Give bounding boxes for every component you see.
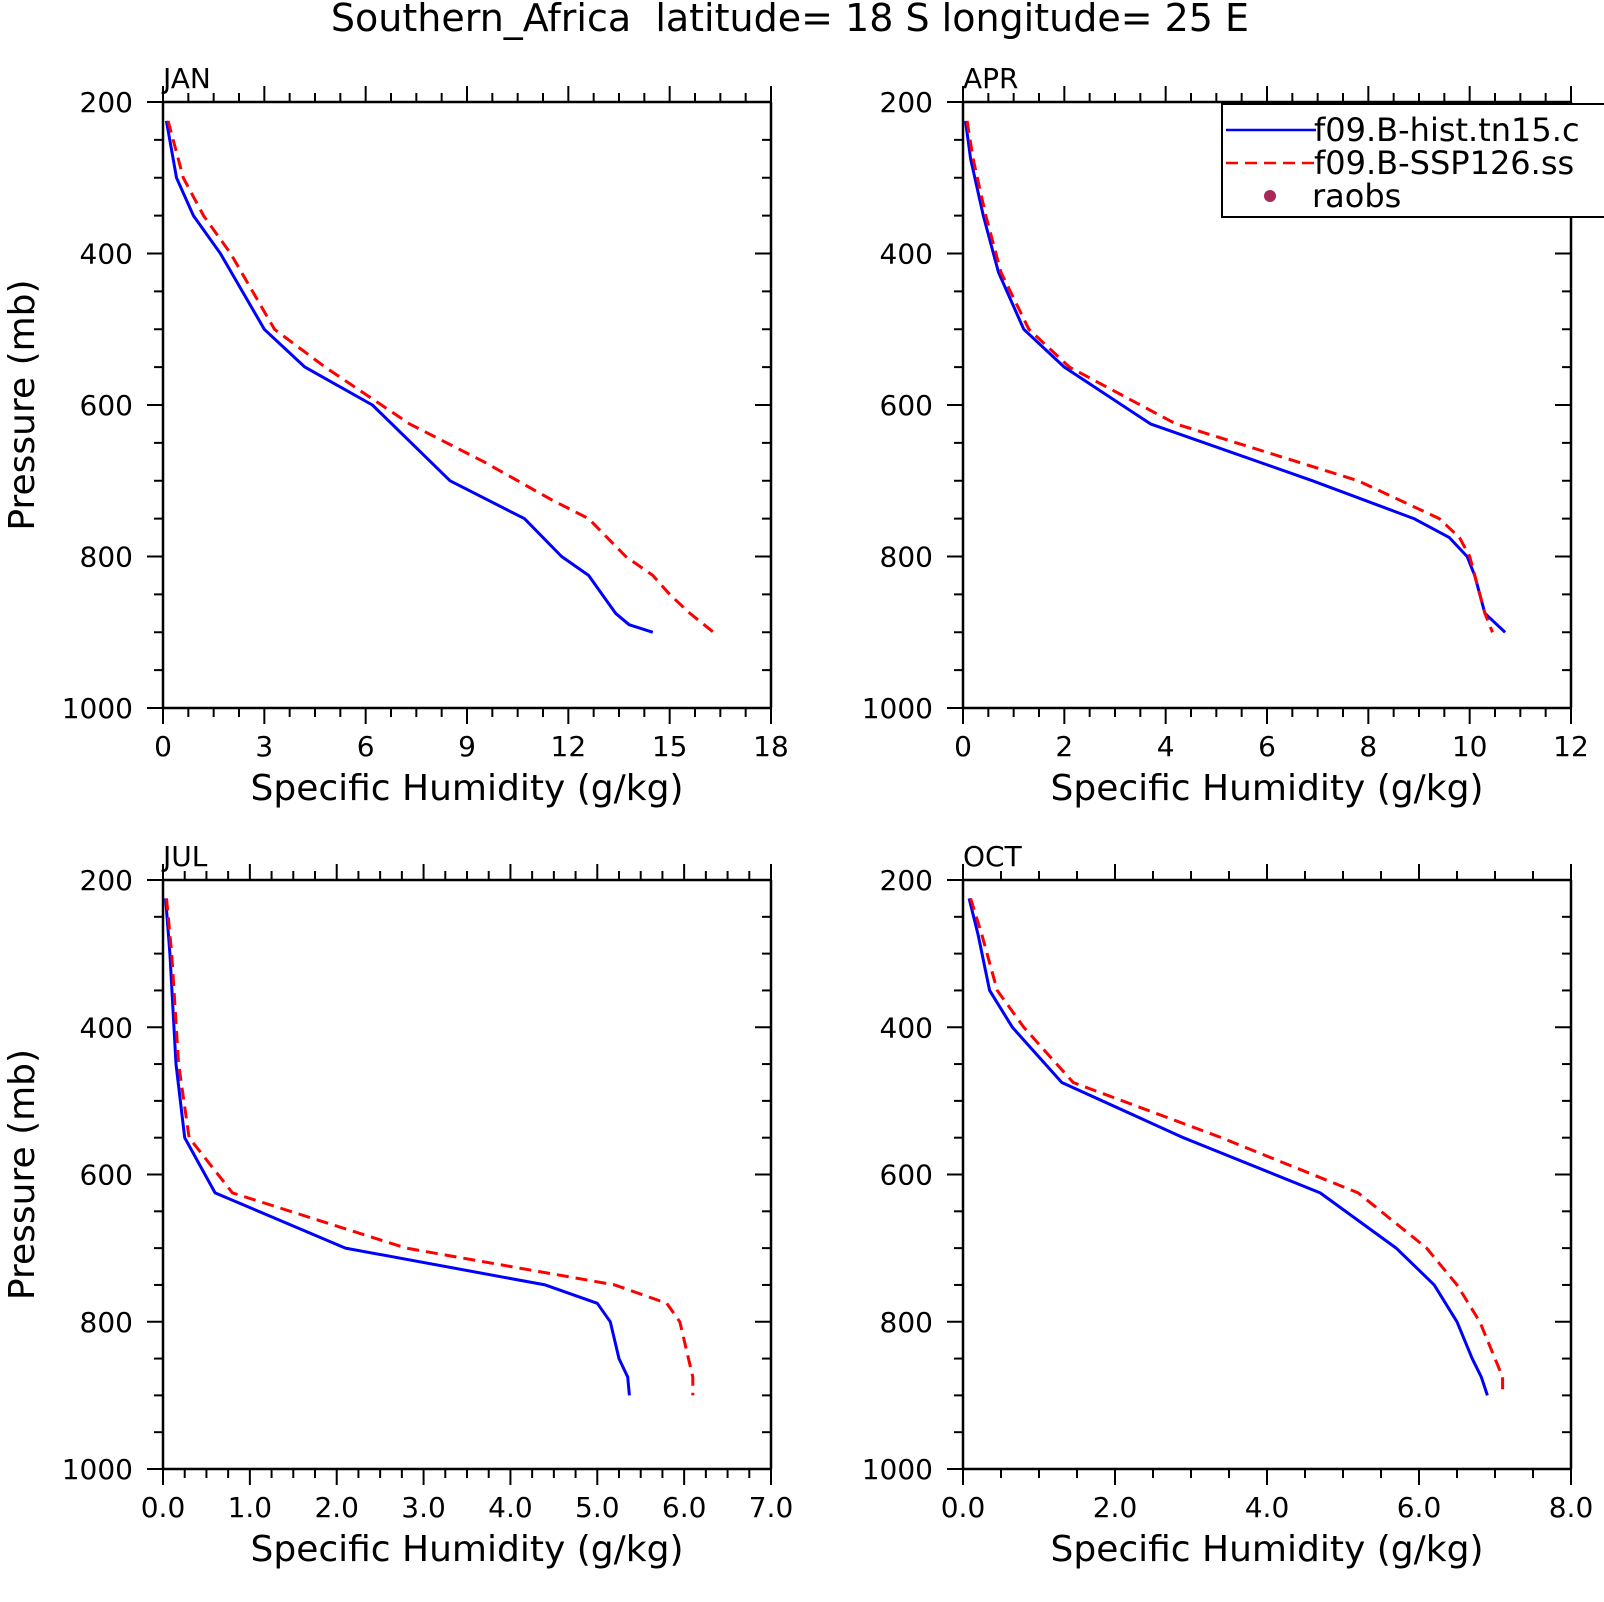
legend: f09.B-hist.tn15.c f09.B-SSP126.ss raobs bbox=[1221, 103, 1604, 218]
y-tick-label: 400 bbox=[880, 1011, 933, 1044]
y-tick-label: 800 bbox=[880, 541, 933, 574]
y-tick-label: 200 bbox=[880, 86, 933, 119]
panel-oct: OCT 0.0 2.0 4.0 6.0 8.0 200 400 600 800 1000 Specif… bbox=[862, 840, 1594, 1570]
y-tick-label: 400 bbox=[80, 238, 133, 271]
x-axis-label: Specific Humidity (g/kg) bbox=[1050, 1529, 1483, 1570]
legend-box bbox=[1221, 103, 1604, 218]
x-tick-label: 0 bbox=[154, 730, 172, 763]
x-tick-label: 2.0 bbox=[314, 1491, 359, 1524]
panel-jul: JUL 0.0 1.0 2.0 3.0 4.0 5.0 6.0 7.0 200 400 600 800 1… bbox=[2, 840, 793, 1570]
legend-hist-label: f09.B-hist.tn15.c bbox=[1314, 111, 1580, 149]
series-line-ssp126 bbox=[165, 898, 695, 1396]
panel-title-apr: APR bbox=[963, 62, 1019, 95]
x-tick-label: 5.0 bbox=[575, 1491, 620, 1524]
x-tick-label: 6.0 bbox=[662, 1491, 707, 1524]
y-tick-label: 800 bbox=[880, 1306, 933, 1339]
y-tick-label: 800 bbox=[80, 1306, 133, 1339]
y-tick-label: 200 bbox=[80, 86, 133, 119]
x-tick-label: 0 bbox=[954, 730, 972, 763]
x-tick-label: 1.0 bbox=[228, 1491, 273, 1524]
x-tick-label: 8 bbox=[1359, 730, 1377, 763]
legend-raobs-marker bbox=[1264, 190, 1276, 202]
y-tick-label: 600 bbox=[880, 389, 933, 422]
y-tick-label: 600 bbox=[80, 1159, 133, 1192]
panels-group: JAN 0 3 6 9 12 15 18 200 400 600 800 1000 Specific Hu… bbox=[2, 62, 1593, 1570]
figure-title: Southern_Africa latitude= 18 S longitude… bbox=[331, 0, 1249, 40]
y-tick-label: 200 bbox=[880, 864, 933, 897]
x-tick-label: 6 bbox=[357, 730, 375, 763]
x-axis-label: Specific Humidity (g/kg) bbox=[250, 768, 683, 809]
legend-ssp-label: f09.B-SSP126.ss bbox=[1314, 144, 1574, 182]
y-tick-label: 600 bbox=[80, 389, 133, 422]
series-line-hist bbox=[164, 120, 654, 634]
x-tick-label: 4 bbox=[1157, 730, 1175, 763]
x-tick-label: 2 bbox=[1055, 730, 1073, 763]
panel-title-oct: OCT bbox=[963, 840, 1023, 873]
x-tick-label: 6.0 bbox=[1397, 1491, 1442, 1524]
y-tick-label: 1000 bbox=[62, 692, 133, 725]
y-tick-label: 800 bbox=[80, 541, 133, 574]
panel-jan: JAN 0 3 6 9 12 15 18 200 400 600 800 1000 Specific Hu… bbox=[2, 62, 789, 809]
x-tick-label: 10 bbox=[1452, 730, 1488, 763]
y-tick-label: 400 bbox=[880, 238, 933, 271]
series-line-ssp126 bbox=[166, 120, 715, 634]
x-tick-label: 3.0 bbox=[401, 1491, 446, 1524]
x-tick-label: 0.0 bbox=[141, 1491, 186, 1524]
x-tick-label: 15 bbox=[652, 730, 688, 763]
series-line-hist bbox=[967, 898, 1489, 1396]
legend-raobs-label: raobs bbox=[1312, 177, 1401, 215]
panel-title-jan: JAN bbox=[161, 62, 211, 95]
x-tick-label: 7.0 bbox=[749, 1491, 794, 1524]
x-tick-label: 9 bbox=[458, 730, 476, 763]
x-tick-label: 12 bbox=[551, 730, 587, 763]
x-tick-label: 4.0 bbox=[488, 1491, 533, 1524]
panel-title-jul: JUL bbox=[161, 840, 208, 873]
y-tick-label: 1000 bbox=[862, 692, 933, 725]
x-tick-label: 4.0 bbox=[1245, 1491, 1290, 1524]
x-tick-label: 3 bbox=[255, 730, 273, 763]
x-tick-label: 0.0 bbox=[941, 1491, 986, 1524]
panel-apr: APR 0 2 4 6 8 10 12 200 400 600 800 1000 Specific Hum… bbox=[862, 62, 1589, 809]
y-axis-label: Pressure (mb) bbox=[2, 1049, 43, 1300]
y-tick-label: 400 bbox=[80, 1011, 133, 1044]
x-tick-label: 18 bbox=[753, 730, 789, 763]
x-tick-label: 12 bbox=[1553, 730, 1589, 763]
series-line-ssp126 bbox=[969, 897, 1505, 1396]
y-tick-label: 1000 bbox=[862, 1453, 933, 1486]
y-axis-label: Pressure (mb) bbox=[2, 279, 43, 530]
series-line-hist bbox=[964, 120, 1507, 634]
series-line-hist bbox=[164, 898, 631, 1396]
x-tick-label: 2.0 bbox=[1093, 1491, 1138, 1524]
y-tick-label: 200 bbox=[80, 864, 133, 897]
x-tick-label: 6 bbox=[1258, 730, 1276, 763]
x-axis-label: Specific Humidity (g/kg) bbox=[1050, 768, 1483, 809]
series-line-ssp126 bbox=[965, 120, 1494, 633]
x-axis-label: Specific Humidity (g/kg) bbox=[250, 1529, 683, 1570]
x-tick-label: 8.0 bbox=[1549, 1491, 1594, 1524]
y-tick-label: 1000 bbox=[62, 1453, 133, 1486]
y-tick-label: 600 bbox=[880, 1159, 933, 1192]
